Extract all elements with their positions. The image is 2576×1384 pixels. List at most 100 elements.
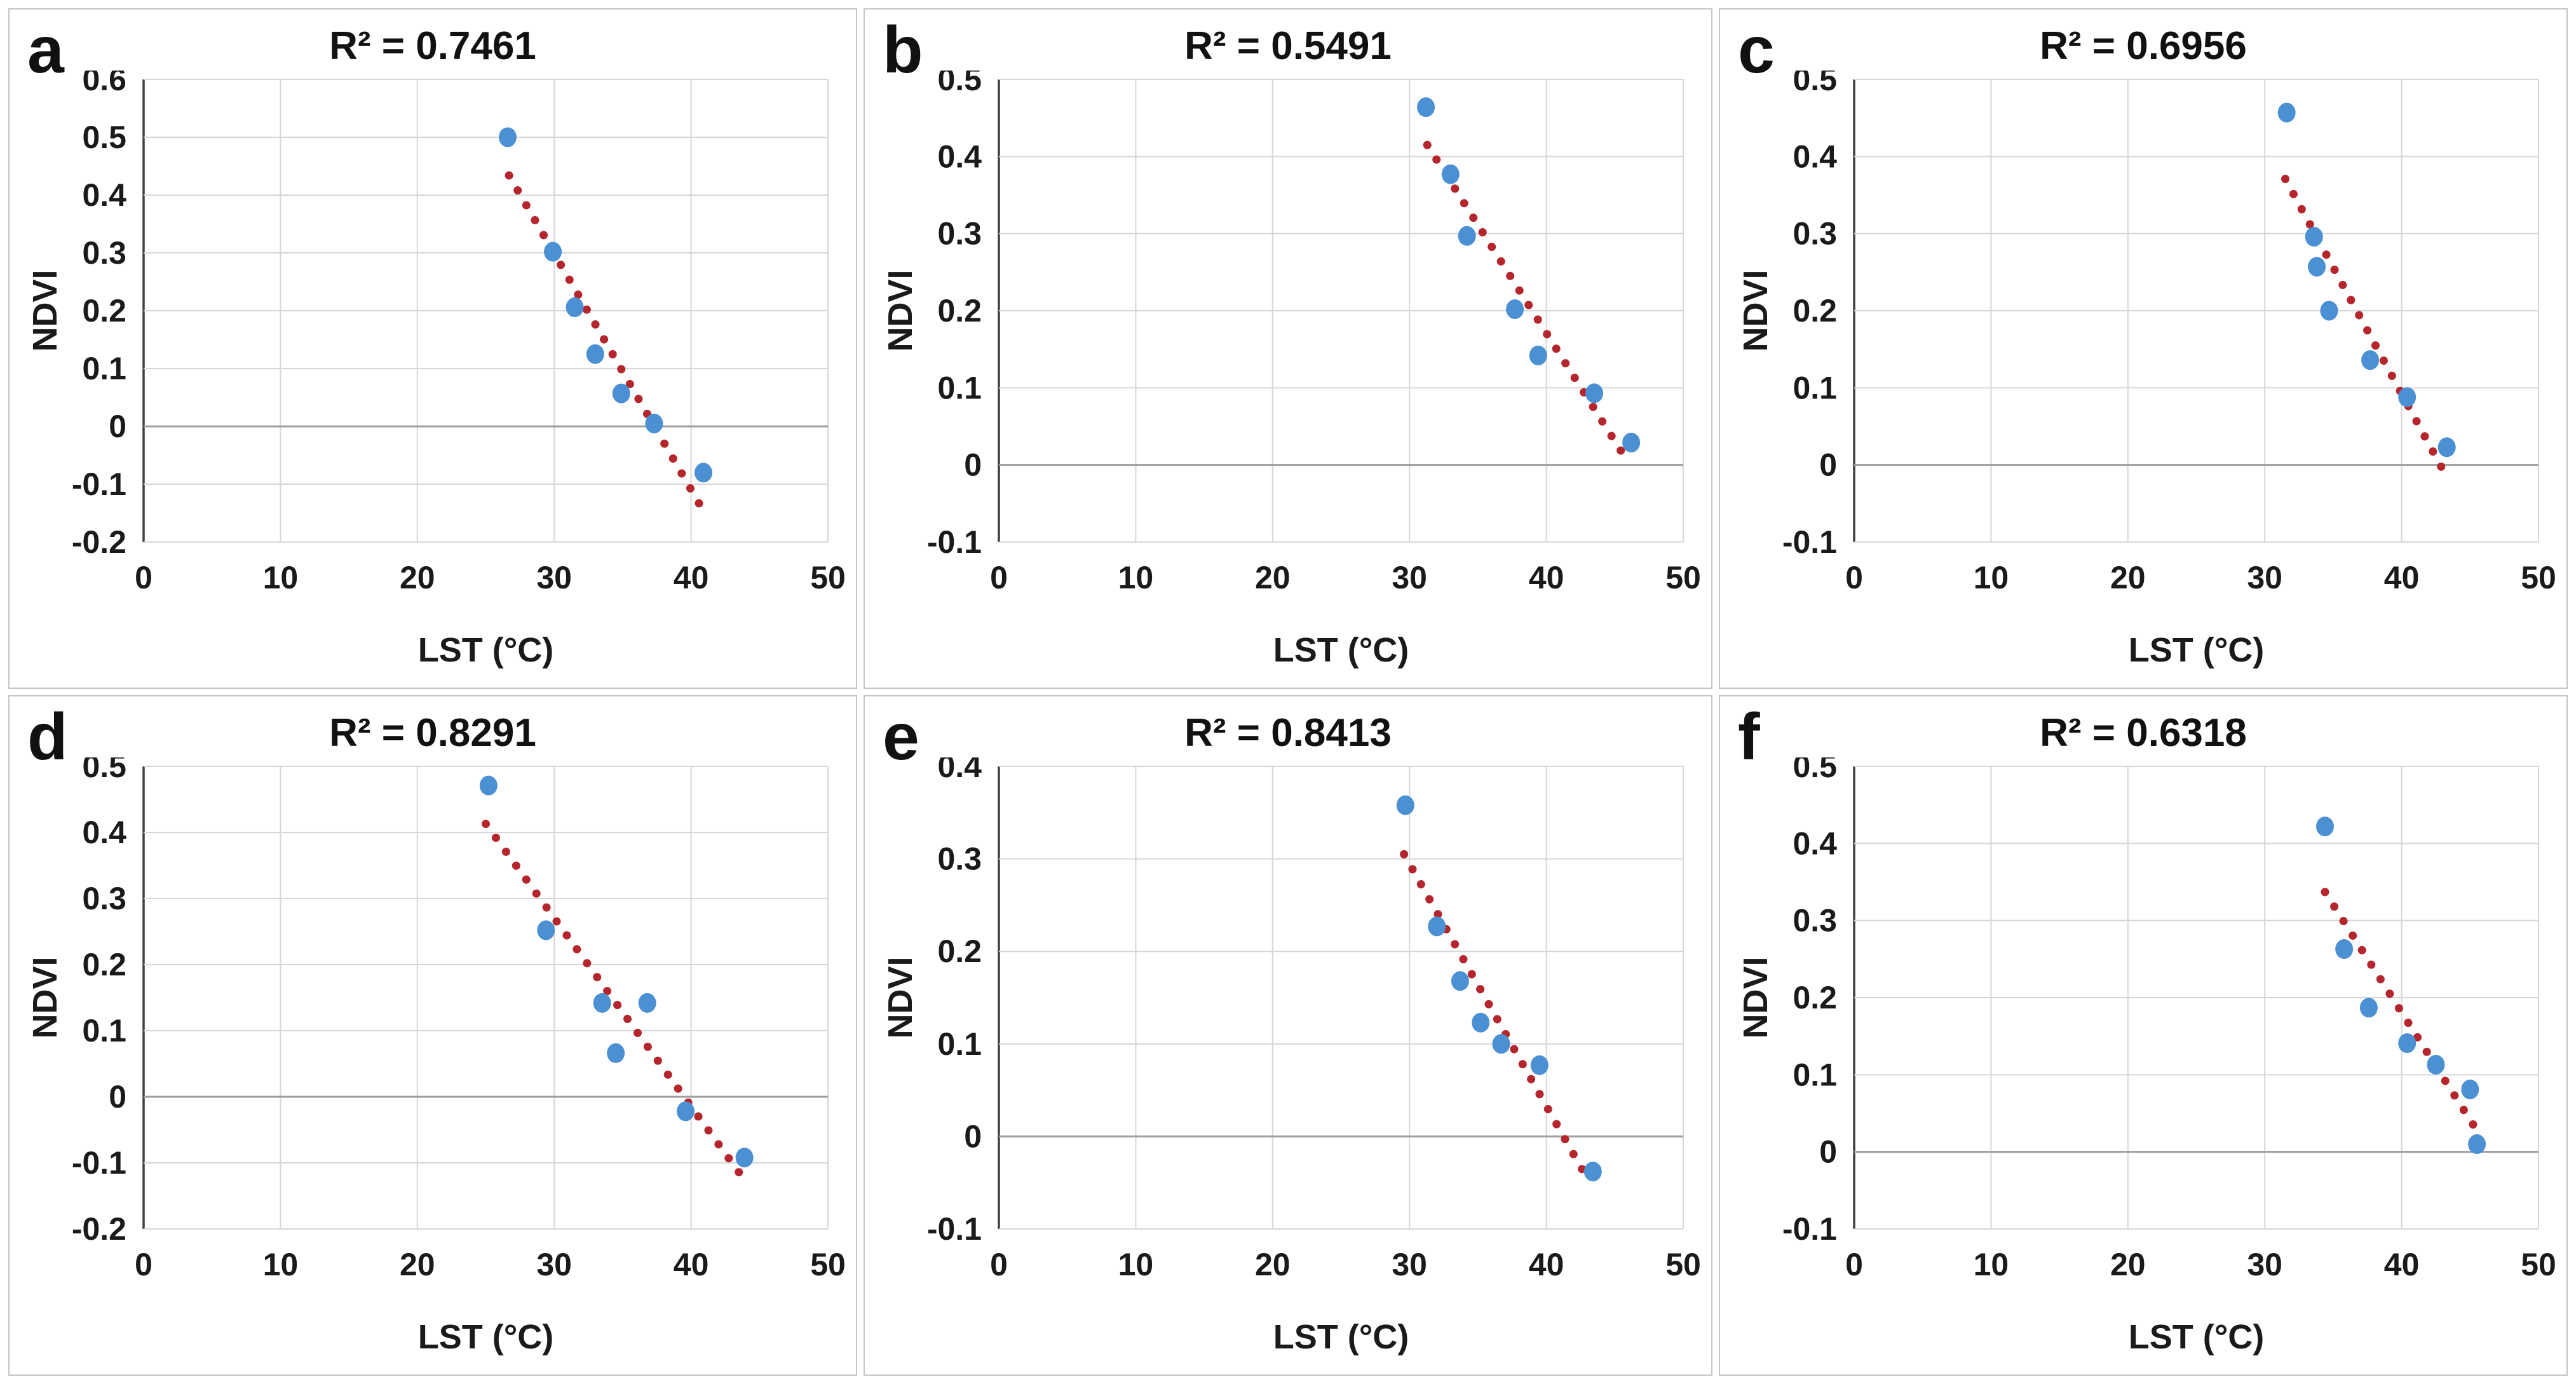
x-tick-label: 0 bbox=[990, 1247, 1008, 1282]
x-tick-label: 30 bbox=[2247, 560, 2282, 595]
x-tick-label: 0 bbox=[135, 1247, 153, 1282]
y-tick-label: 0.3 bbox=[937, 841, 982, 877]
y-axis-label: NDVI bbox=[1737, 270, 1775, 352]
data-point bbox=[2461, 1080, 2479, 1100]
data-point bbox=[1451, 971, 1469, 991]
y-tick-label: 0.6 bbox=[82, 71, 126, 97]
x-axis-label: LST (°C) bbox=[1273, 1318, 1409, 1356]
panel-letter: d bbox=[27, 700, 68, 774]
chart-panel: d R² = 0.8291 0 10 20 30 40 50 0.5 0.4 0.3 0.2 0.1… bbox=[8, 695, 857, 1376]
x-tick-label: 0 bbox=[990, 560, 1008, 595]
data-point bbox=[1492, 1034, 1510, 1054]
data-point bbox=[2308, 257, 2326, 277]
y-tick-label: 0.3 bbox=[82, 881, 126, 916]
panel-letter: a bbox=[27, 13, 64, 87]
y-tick-label: -0.1 bbox=[72, 1145, 126, 1181]
y-tick-label: -0.1 bbox=[1782, 1211, 1837, 1247]
chart-panel: e R² = 0.8413 0 10 20 30 40 50 0.4 0.3 0.2 0.1 0 -0… bbox=[864, 695, 1712, 1376]
x-axis-label: LST (°C) bbox=[2129, 1318, 2265, 1356]
x-tick-label: 40 bbox=[1529, 560, 1564, 595]
chart-panel: f R² = 0.6318 0 10 20 30 40 50 0.5 0.4 0.3 0.2 0.1… bbox=[1719, 695, 2568, 1376]
y-tick-label: 0.4 bbox=[82, 815, 126, 850]
y-tick-label: -0.2 bbox=[72, 524, 126, 560]
y-tick-label: 0.1 bbox=[937, 1026, 982, 1062]
y-axis-label: NDVI bbox=[881, 270, 919, 352]
y-tick-label: 0 bbox=[964, 1119, 982, 1155]
y-tick-label: -0.2 bbox=[72, 1211, 126, 1247]
x-tick-label: 0 bbox=[135, 560, 153, 595]
data-point bbox=[1458, 226, 1476, 246]
scatter-plot: 0 10 20 30 40 50 0.5 0.4 0.3 0.2 0.1 0 -0.1 -0.2 LST (… bbox=[26, 757, 846, 1356]
data-point bbox=[1428, 916, 1446, 937]
data-point bbox=[1417, 97, 1435, 118]
y-tick-label: 0.5 bbox=[1793, 757, 1837, 784]
y-tick-label: 0 bbox=[109, 409, 126, 444]
panel-letter: c bbox=[1738, 13, 1775, 87]
chart-panel: a R² = 0.7461 0 10 20 30 40 50 0.6 0.5 0.4 0.3 0.2… bbox=[8, 8, 857, 689]
x-tick-label: 30 bbox=[536, 1247, 572, 1282]
y-tick-label: -0.1 bbox=[1782, 524, 1837, 560]
chart-title: R² = 0.8291 bbox=[329, 711, 536, 755]
data-point bbox=[2468, 1134, 2486, 1155]
y-tick-label: 0.3 bbox=[1793, 216, 1837, 252]
data-point bbox=[1472, 1012, 1490, 1033]
data-point bbox=[1441, 164, 1460, 184]
chart-title: R² = 0.7461 bbox=[329, 24, 536, 68]
x-tick-label: 20 bbox=[400, 1247, 435, 1282]
trendline bbox=[2281, 175, 2447, 474]
data-point bbox=[586, 344, 604, 364]
chart-title: R² = 0.5491 bbox=[1184, 24, 1392, 68]
data-point bbox=[2335, 939, 2354, 960]
y-tick-label: 0.2 bbox=[937, 933, 982, 969]
panel-letter: b bbox=[883, 13, 923, 87]
x-tick-label: 10 bbox=[263, 1247, 299, 1282]
data-point bbox=[2398, 387, 2417, 407]
x-tick-label: 50 bbox=[2521, 1247, 2556, 1282]
trendline bbox=[2321, 888, 2484, 1139]
data-point bbox=[544, 241, 562, 262]
data-point bbox=[1529, 346, 1547, 366]
y-tick-label: -0.1 bbox=[72, 466, 126, 502]
x-tick-label: 20 bbox=[1255, 560, 1291, 595]
y-tick-label: -0.1 bbox=[927, 1211, 982, 1247]
y-tick-label: 0.4 bbox=[937, 139, 982, 175]
scatter-plot: 0 10 20 30 40 50 0.6 0.5 0.4 0.3 0.2 0.1 0 -0.1 -0.2 LS… bbox=[26, 71, 846, 669]
y-tick-label: 0.1 bbox=[82, 1013, 126, 1048]
trendline bbox=[482, 820, 747, 1183]
data-point bbox=[694, 463, 712, 483]
x-tick-label: 20 bbox=[2110, 1247, 2146, 1282]
y-tick-label: 0 bbox=[1819, 1134, 1837, 1170]
x-tick-label: 40 bbox=[1529, 1247, 1564, 1282]
data-point bbox=[1506, 299, 1524, 320]
y-tick-label: 0 bbox=[1819, 447, 1837, 483]
y-tick-label: 0.2 bbox=[82, 947, 126, 982]
data-point bbox=[1622, 433, 1641, 453]
x-axis-label: LST (°C) bbox=[1273, 631, 1409, 669]
data-point bbox=[735, 1148, 754, 1168]
x-tick-label: 30 bbox=[1392, 1247, 1427, 1282]
data-point bbox=[612, 383, 630, 404]
x-tick-label: 40 bbox=[2384, 560, 2420, 595]
data-point bbox=[2359, 998, 2378, 1018]
data-point bbox=[2427, 1055, 2445, 1075]
y-tick-label: 0.3 bbox=[937, 216, 982, 252]
data-point bbox=[645, 414, 663, 434]
data-point bbox=[638, 993, 656, 1014]
data-point bbox=[593, 993, 611, 1014]
y-tick-label: 0.4 bbox=[1793, 139, 1837, 175]
y-tick-label: 0.2 bbox=[1793, 293, 1837, 329]
data-point bbox=[2315, 817, 2334, 837]
y-tick-label: 0.4 bbox=[82, 177, 126, 213]
data-point bbox=[1396, 795, 1414, 815]
trendline bbox=[505, 171, 705, 511]
y-tick-label: 0.3 bbox=[82, 235, 126, 271]
data-point bbox=[537, 920, 555, 940]
data-point bbox=[607, 1043, 625, 1064]
x-tick-label: 50 bbox=[1665, 560, 1701, 595]
y-tick-label: 0.4 bbox=[1793, 826, 1837, 862]
x-tick-label: 0 bbox=[1845, 560, 1863, 595]
panel-letter: f bbox=[1738, 700, 1760, 774]
